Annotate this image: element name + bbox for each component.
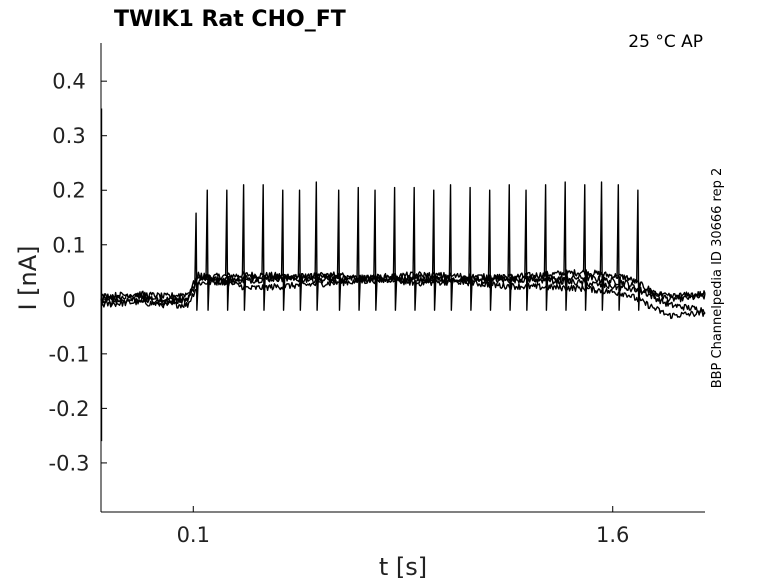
y-tick-label: 0 — [62, 288, 75, 312]
spike-transient — [431, 189, 437, 311]
x-axis-label: t [s] — [379, 553, 427, 581]
source-id-label: BBP Channelpedia ID 30666 rep 2 — [710, 168, 725, 389]
spike-transient — [635, 189, 641, 311]
spike-transient — [448, 184, 454, 311]
spike-transient — [314, 181, 320, 311]
x-tick-label: 1.6 — [596, 523, 629, 547]
spike-transient — [194, 212, 199, 311]
spike-transient — [205, 189, 210, 311]
spike-transient — [261, 184, 266, 311]
x-ticks: 0.1 1.6 — [177, 506, 629, 547]
y-tick-label: 0.2 — [52, 179, 85, 203]
y-axis-label: I [nA] — [14, 245, 42, 310]
y-tick-label: 0.3 — [52, 124, 85, 148]
traces — [100, 108, 706, 442]
spike-transient — [280, 189, 286, 311]
spike-transient — [356, 186, 361, 311]
y-ticks: 0.4 0.3 0.2 0.1 0 -0.1 -0.2 -0.3 — [49, 70, 107, 475]
y-tick-label: -0.3 — [49, 451, 90, 475]
spike-transient — [336, 189, 342, 311]
y-tick-label: -0.1 — [49, 342, 90, 366]
spike-transient — [582, 184, 588, 311]
spike-transient — [563, 181, 568, 311]
current-trace — [100, 271, 706, 320]
y-tick-label: 0.1 — [52, 233, 85, 257]
plot-area: 0.4 0.3 0.2 0.1 0 -0.1 -0.2 -0.3 0.1 1.6 — [49, 43, 706, 547]
spike-transient — [599, 181, 605, 311]
current-trace — [100, 271, 706, 306]
y-tick-label: -0.2 — [49, 397, 90, 421]
condition-label: 25 °C AP — [628, 32, 703, 52]
x-tick-label: 0.1 — [177, 523, 210, 547]
y-tick-label: 0.4 — [52, 70, 85, 94]
current-trace — [100, 271, 706, 314]
spike-transient — [412, 186, 417, 311]
spike-transient — [524, 189, 529, 311]
chart-title: TWIK1 Rat CHO_FT — [114, 7, 346, 32]
spike-transient — [392, 186, 398, 311]
spike-transient — [543, 184, 549, 311]
spike-transient — [241, 184, 247, 311]
spike-transient — [507, 184, 512, 311]
spike-transient — [373, 189, 378, 311]
spike-transient — [616, 184, 622, 311]
spike-transient — [297, 189, 303, 311]
spike-transient — [468, 186, 473, 311]
spike-transient — [487, 189, 493, 311]
spike-transient — [224, 189, 230, 311]
